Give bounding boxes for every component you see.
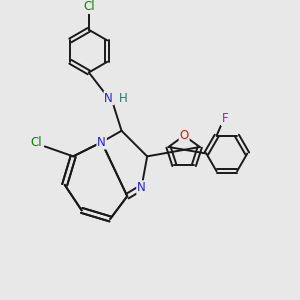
Text: N: N <box>104 92 113 104</box>
Text: Cl: Cl <box>30 136 42 148</box>
Text: Cl: Cl <box>83 0 94 13</box>
Text: H: H <box>118 92 127 104</box>
Text: F: F <box>222 112 228 125</box>
Text: O: O <box>179 129 189 142</box>
Text: N: N <box>97 136 106 148</box>
Text: N: N <box>137 181 146 194</box>
